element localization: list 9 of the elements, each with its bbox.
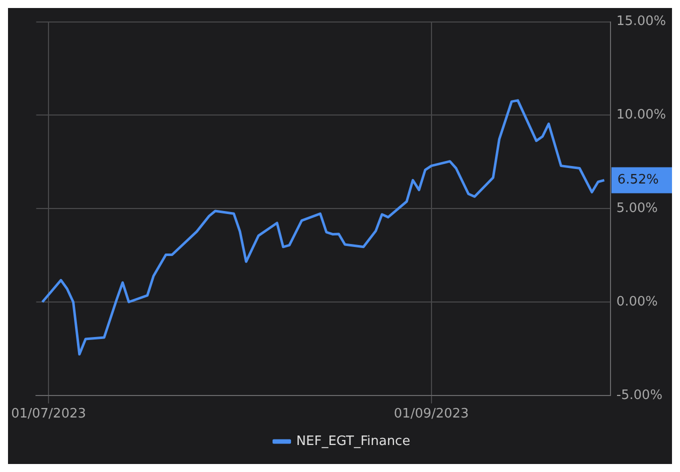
y-tick-label: 10.00% xyxy=(616,108,666,123)
legend-label: NEF_EGT_Finance xyxy=(296,434,410,449)
x-tick-label: 01/07/2023 xyxy=(11,406,86,422)
text: 6.52% xyxy=(617,172,659,188)
y-tick-label: -5.00% xyxy=(616,388,662,403)
y-tick-label: 5.00% xyxy=(616,200,658,216)
y-tick-label: 0.00% xyxy=(616,294,658,310)
x-tick-label: 01/09/2023 xyxy=(394,406,469,422)
y-tick-label: 15.00% xyxy=(616,14,666,30)
